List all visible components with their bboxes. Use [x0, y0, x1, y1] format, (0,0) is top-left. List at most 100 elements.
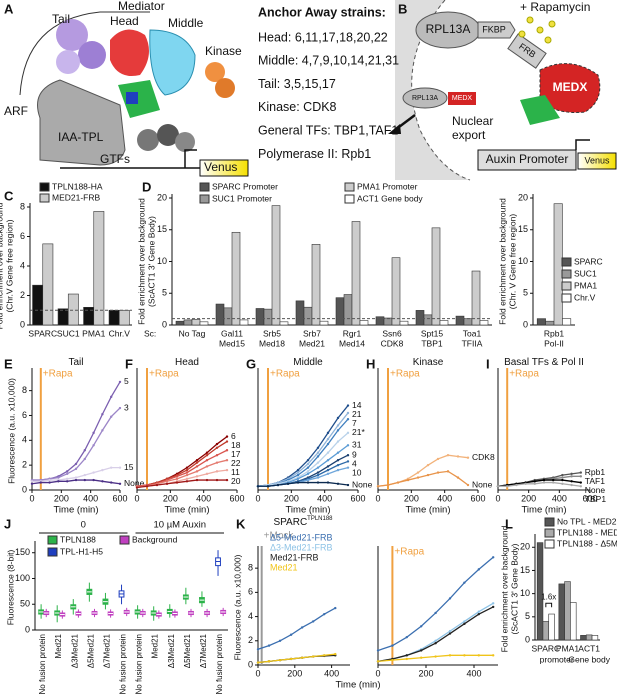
y-tick-label: 0 [248, 659, 253, 669]
x-tick-label: 400 [552, 493, 567, 503]
legend-swatch [344, 194, 355, 204]
point [436, 457, 440, 461]
point [278, 658, 282, 662]
y-tick-label: 20 [518, 192, 528, 202]
strain-list: Anchor Away strains: [258, 5, 386, 19]
x-tick-label: 200 [54, 493, 69, 503]
label: Mediator [118, 0, 165, 13]
point [74, 478, 78, 482]
bar [471, 270, 481, 326]
chart-title: SPARCTPLN188 [273, 516, 333, 528]
point [145, 485, 149, 488]
legend-label: SUC1 [574, 268, 597, 278]
y-tick-label: 20 [520, 542, 530, 552]
legend-label: TPLN188-HA [52, 181, 103, 191]
point [276, 483, 280, 487]
x-axis-label: Time (min) [285, 505, 330, 516]
chart-title: Tail [68, 357, 83, 368]
legend-swatch [199, 182, 210, 192]
point [101, 429, 104, 432]
x-tick-label: Δ7Med21 [199, 633, 208, 668]
point [346, 460, 350, 463]
panel-letter: E [4, 356, 13, 371]
group-label: 0 [81, 520, 86, 531]
strain: Polymerase II: Rpb1 [258, 147, 371, 161]
venus-box [577, 152, 617, 170]
point [426, 473, 430, 477]
x-tick-label: No fusion protein [135, 634, 144, 694]
x-tick-label: 400 [437, 493, 452, 503]
legend-label: SUC1 Promoter [212, 193, 272, 203]
point [346, 454, 350, 457]
y-tick-label: 0 [25, 624, 30, 634]
x-tick-label: 400 [83, 493, 98, 503]
bar [295, 300, 305, 326]
point [416, 471, 420, 474]
point [316, 471, 320, 474]
point [466, 483, 470, 487]
bar [359, 320, 369, 326]
point [185, 477, 189, 481]
medx [539, 63, 601, 113]
tail-blob [56, 50, 80, 74]
panel-letter: C [4, 188, 14, 203]
treatment-label: +Rapa [394, 547, 424, 558]
point [336, 440, 340, 443]
x-tick-label: Rpb1 [544, 328, 565, 338]
point [446, 470, 450, 473]
point [336, 416, 340, 420]
point [185, 468, 189, 472]
point [225, 440, 229, 443]
nucleus [395, 0, 470, 180]
y-tick-label: 2 [22, 460, 27, 470]
middle-blob [149, 29, 196, 96]
point [296, 471, 300, 474]
point [561, 476, 564, 479]
bar [57, 308, 69, 326]
x-tick-label: 0 [255, 668, 260, 678]
point [326, 465, 330, 468]
x-tick-label: No fusion protein [215, 634, 224, 694]
point [326, 458, 330, 462]
point [466, 456, 470, 459]
point [561, 482, 564, 485]
group-label: promoter [540, 654, 574, 664]
panel-letter: L [505, 516, 513, 531]
bar [536, 542, 544, 641]
x-tick-label: 200 [163, 493, 178, 503]
point [195, 475, 199, 478]
bar [32, 284, 44, 326]
point [83, 478, 87, 482]
point [300, 626, 304, 629]
y-tick-label: 8 [20, 201, 25, 211]
point [463, 581, 466, 584]
point [195, 465, 199, 468]
x-tick-label: Δ3Med21 [70, 633, 79, 668]
y-tick-label: 6 [20, 231, 25, 241]
y-tick-label: 150 [15, 547, 30, 557]
point [492, 556, 495, 559]
point [195, 478, 199, 482]
point [391, 644, 394, 647]
point [225, 458, 229, 462]
y-tick-label: 5 [525, 611, 530, 621]
point [579, 471, 582, 474]
label: RPL13A [412, 95, 438, 102]
point [346, 466, 350, 469]
x-tick-label: Gal11 [221, 328, 243, 338]
bar [562, 318, 572, 326]
bar [558, 583, 565, 641]
point [420, 656, 423, 659]
point [420, 625, 423, 628]
point [185, 480, 189, 483]
point [256, 661, 260, 664]
point [323, 612, 326, 616]
y-tick-label: 50 [20, 599, 30, 609]
label: + Rapamycin [520, 0, 590, 14]
point [463, 620, 466, 623]
series-line [257, 432, 349, 487]
point [74, 462, 78, 466]
point [267, 644, 271, 647]
legend-swatch [47, 535, 58, 545]
title-sup: TPLN188 [307, 516, 333, 522]
